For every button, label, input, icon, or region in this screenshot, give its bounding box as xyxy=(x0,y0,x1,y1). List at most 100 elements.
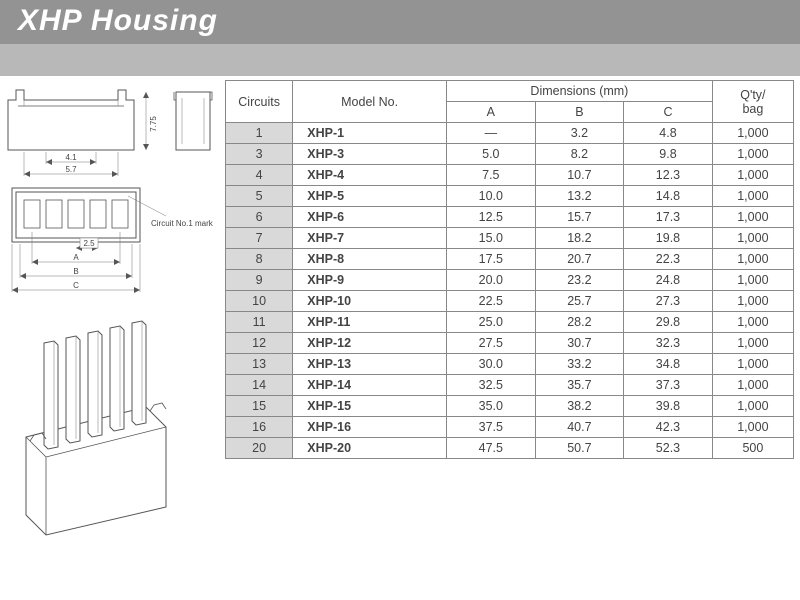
cell-model: XHP-9 xyxy=(293,270,447,291)
cell-model: XHP-12 xyxy=(293,333,447,354)
cell-B: 50.7 xyxy=(535,438,624,459)
table-row: 10XHP-1022.525.727.31,000 xyxy=(226,291,794,312)
cell-circuits: 15 xyxy=(226,396,293,417)
cell-B: 28.2 xyxy=(535,312,624,333)
spec-table: Circuits Model No. Dimensions (mm) Q'ty/… xyxy=(225,80,794,459)
cell-B: 3.2 xyxy=(535,123,624,144)
cell-B: 23.2 xyxy=(535,270,624,291)
cell-model: XHP-14 xyxy=(293,375,447,396)
cell-qty: 1,000 xyxy=(712,396,793,417)
cell-C: 37.3 xyxy=(624,375,713,396)
table-row: 9XHP-920.023.224.81,000 xyxy=(226,270,794,291)
cell-qty: 1,000 xyxy=(712,270,793,291)
cell-model: XHP-6 xyxy=(293,207,447,228)
cell-model: XHP-20 xyxy=(293,438,447,459)
content-area: 7.75 4.1 5.7 Circui xyxy=(0,76,800,537)
cell-model: XHP-10 xyxy=(293,291,447,312)
cell-C: 12.3 xyxy=(624,165,713,186)
cell-circuits: 6 xyxy=(226,207,293,228)
cell-A: 32.5 xyxy=(447,375,536,396)
cell-A: 20.0 xyxy=(447,270,536,291)
cell-qty: 1,000 xyxy=(712,186,793,207)
table-row: 14XHP-1432.535.737.31,000 xyxy=(226,375,794,396)
table-row: 8XHP-817.520.722.31,000 xyxy=(226,249,794,270)
cell-qty: 1,000 xyxy=(712,249,793,270)
cell-circuits: 1 xyxy=(226,123,293,144)
cell-A: 35.0 xyxy=(447,396,536,417)
cell-circuits: 5 xyxy=(226,186,293,207)
cell-qty: 1,000 xyxy=(712,333,793,354)
col-B: B xyxy=(535,102,624,123)
cell-A: 30.0 xyxy=(447,354,536,375)
cell-qty: 1,000 xyxy=(712,312,793,333)
cell-A: 27.5 xyxy=(447,333,536,354)
cell-B: 35.7 xyxy=(535,375,624,396)
cell-circuits: 3 xyxy=(226,144,293,165)
table-row: 15XHP-1535.038.239.81,000 xyxy=(226,396,794,417)
cell-B: 40.7 xyxy=(535,417,624,438)
cell-A: 7.5 xyxy=(447,165,536,186)
table-row: 3XHP-35.08.29.81,000 xyxy=(226,144,794,165)
cell-model: XHP-8 xyxy=(293,249,447,270)
cell-circuits: 9 xyxy=(226,270,293,291)
cell-qty: 1,000 xyxy=(712,228,793,249)
table-column: Circuits Model No. Dimensions (mm) Q'ty/… xyxy=(225,76,800,537)
cell-model: XHP-3 xyxy=(293,144,447,165)
cell-C: 42.3 xyxy=(624,417,713,438)
cell-circuits: 4 xyxy=(226,165,293,186)
drawings-column: 7.75 4.1 5.7 Circui xyxy=(0,76,225,537)
cell-circuits: 8 xyxy=(226,249,293,270)
cell-A: 5.0 xyxy=(447,144,536,165)
cell-C: 34.8 xyxy=(624,354,713,375)
table-row: 6XHP-612.515.717.31,000 xyxy=(226,207,794,228)
cell-qty: 1,000 xyxy=(712,354,793,375)
cell-C: 4.8 xyxy=(624,123,713,144)
cell-qty: 1,000 xyxy=(712,207,793,228)
cell-A: 10.0 xyxy=(447,186,536,207)
cell-circuits: 16 xyxy=(226,417,293,438)
col-C: C xyxy=(624,102,713,123)
cell-B: 10.7 xyxy=(535,165,624,186)
cell-A: 47.5 xyxy=(447,438,536,459)
table-row: 11XHP-1125.028.229.81,000 xyxy=(226,312,794,333)
table-row: 13XHP-1330.033.234.81,000 xyxy=(226,354,794,375)
cell-qty: 1,000 xyxy=(712,375,793,396)
dim-height: 7.75 xyxy=(149,116,158,132)
cell-model: XHP-16 xyxy=(293,417,447,438)
cell-circuits: 10 xyxy=(226,291,293,312)
dim-A: A xyxy=(73,253,79,262)
cell-C: 52.3 xyxy=(624,438,713,459)
cell-C: 29.8 xyxy=(624,312,713,333)
cell-B: 33.2 xyxy=(535,354,624,375)
drawing-top-side: 7.75 4.1 5.7 xyxy=(6,82,221,182)
cell-B: 38.2 xyxy=(535,396,624,417)
cell-model: XHP-11 xyxy=(293,312,447,333)
cell-circuits: 7 xyxy=(226,228,293,249)
cell-C: 14.8 xyxy=(624,186,713,207)
table-row: 7XHP-715.018.219.81,000 xyxy=(226,228,794,249)
cell-qty: 1,000 xyxy=(712,144,793,165)
dim-pitch: 2.5 xyxy=(83,239,95,248)
cell-C: 32.3 xyxy=(624,333,713,354)
dim-width: 5.7 xyxy=(65,165,77,174)
cell-qty: 1,000 xyxy=(712,417,793,438)
dim-inset: 4.1 xyxy=(65,153,77,162)
col-circuits: Circuits xyxy=(226,81,293,123)
cell-model: XHP-7 xyxy=(293,228,447,249)
cell-C: 24.8 xyxy=(624,270,713,291)
cell-C: 19.8 xyxy=(624,228,713,249)
cell-model: XHP-1 xyxy=(293,123,447,144)
drawing-front: Circuit No.1 mark 2.5 A B C xyxy=(6,182,221,307)
dim-B: B xyxy=(73,267,78,276)
cell-C: 39.8 xyxy=(624,396,713,417)
cell-A: 12.5 xyxy=(447,207,536,228)
cell-C: 9.8 xyxy=(624,144,713,165)
dim-C: C xyxy=(73,281,79,290)
header-band xyxy=(0,44,800,76)
cell-A: 15.0 xyxy=(447,228,536,249)
table-row: 1XHP-1—3.24.81,000 xyxy=(226,123,794,144)
cell-C: 27.3 xyxy=(624,291,713,312)
cell-circuits: 11 xyxy=(226,312,293,333)
cell-B: 30.7 xyxy=(535,333,624,354)
cell-qty: 1,000 xyxy=(712,165,793,186)
